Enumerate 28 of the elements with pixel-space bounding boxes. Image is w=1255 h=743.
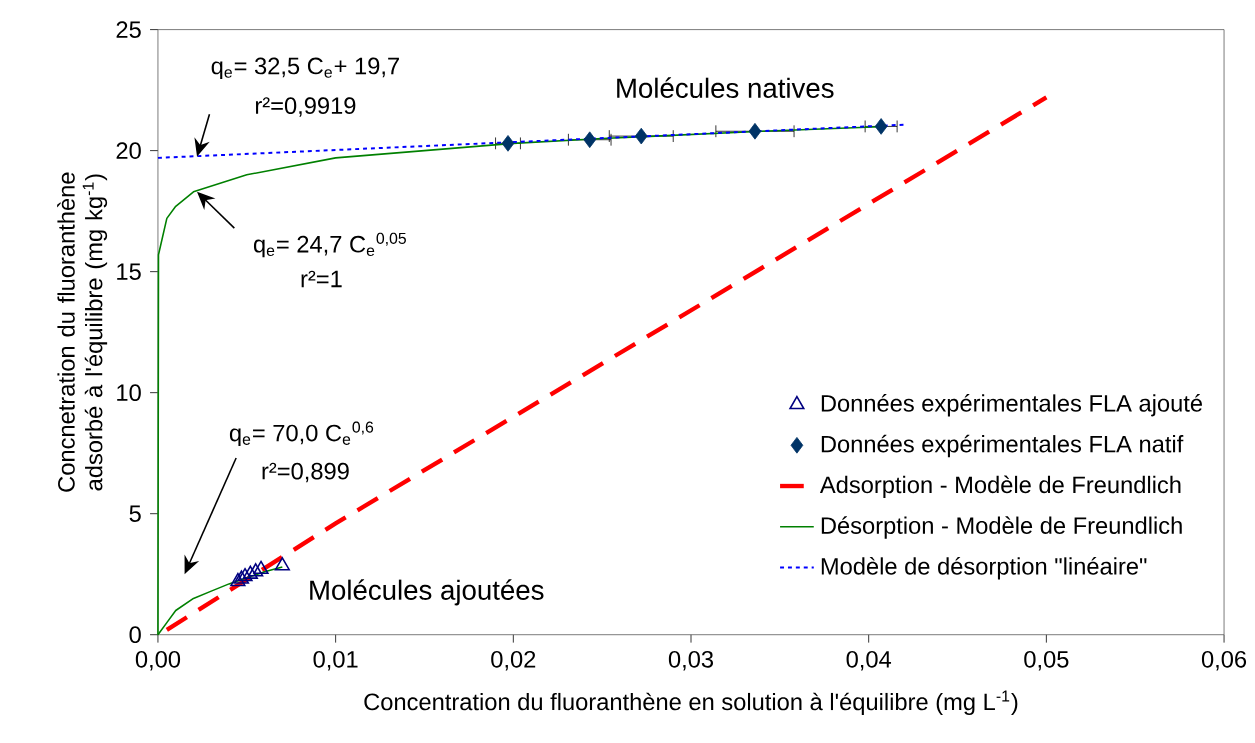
legend-label: Modèle de désorption "linéaire" <box>821 556 1147 580</box>
legend-label: Adsorption - Modèle de Freundlich <box>819 475 1181 498</box>
y-tick-label: 5 <box>129 505 141 522</box>
y-tick-label: 0 <box>129 626 141 643</box>
annotation: q$_{e}$= 70,0 C$_{e}$0,6 <box>229 421 374 446</box>
x-tick-label: 0,05 <box>1024 650 1069 671</box>
x-tick-label: 0,00 <box>135 650 181 671</box>
x-tick-label: 0,03 <box>668 650 714 671</box>
annotation: r²=0,899 <box>262 462 349 483</box>
annotation: r²=0,9919 <box>255 97 356 117</box>
annotation: Molécules ajoutées <box>310 579 544 606</box>
x-tick-label: 0,06 <box>1201 650 1247 671</box>
x-tick-label: 0,01 <box>313 650 358 671</box>
x-tick-label: 0,02 <box>491 650 536 671</box>
legend-label: Données expérimentales FLA natif <box>821 434 1184 458</box>
annotation: Molécules natives <box>617 77 834 98</box>
y-tick-label: 25 <box>116 21 141 38</box>
x-axis-title: Concentration du fluoranthène en solution à l'équilibre (mg L$^{-1}$) <box>364 690 1018 715</box>
y-tick-label: 15 <box>117 263 141 280</box>
annotation: q$_{e}$= 32,5 C$_{e}$+ 19,7 <box>211 57 399 79</box>
annotation: r²=1 <box>301 270 342 287</box>
y-axis-title: Concnetration du fluoranthène adsorbé à l'équilibre (mg kg$^{-1}$) <box>57 172 108 492</box>
y-tick-label: 20 <box>116 142 141 159</box>
legend-label: Données expérimentales FLA ajouté <box>821 393 1202 417</box>
y-tick-label: 10 <box>117 384 141 401</box>
legend-label: Désorption - Modèle de Freundlich <box>821 516 1182 539</box>
x-tick-label: 0,04 <box>846 650 892 671</box>
annotation: q$_{e}$= 24,7 C$_{e}$0,05 <box>253 232 406 258</box>
